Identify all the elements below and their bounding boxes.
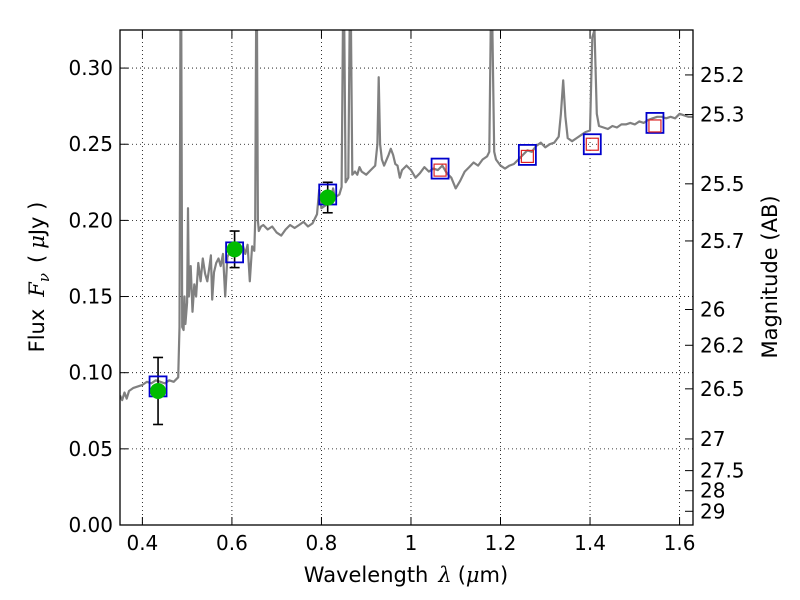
magnitude-tick-label: 26.2 [700,333,745,357]
y-tick-label: 0.25 [68,132,113,156]
y-tick-label: 0.30 [68,56,113,80]
x-tick-label: 1.4 [574,531,606,555]
magnitude-tick-label: 29 [700,499,725,523]
tick-labels: 0.4 0.6 0.8 1 1.2 1.4 1.6 0.00 0.05 0.10 0.15 0.20 0… [68,56,744,555]
observed-flux-point [150,382,167,399]
magnitude-tick-label: 27.5 [700,459,745,483]
model-photometry-square [517,143,537,166]
upper-limit-square [433,163,447,177]
model-photometry-square [582,133,602,156]
model-photometry-square [645,112,665,134]
magnitude-tick-label: 25.5 [700,172,745,196]
grid-lines [120,30,693,526]
observed-flux-point [319,189,336,206]
y-axis-title: FluxFν(μJy ) [25,202,53,353]
upper-limit-square [585,137,599,151]
plot-frame [119,29,694,526]
magnitude-tick-label: 28 [700,479,725,503]
x-tick-label: 0.4 [126,531,158,555]
model-photometry-square [430,157,450,180]
x-tick-label: 0.8 [306,531,338,555]
x-tick-label: 1 [405,531,418,555]
y-tick-label: 0.00 [68,513,113,537]
x-tick-label: 1.2 [485,531,517,555]
upper-limit-square [648,119,662,133]
y-tick-label: 0.05 [68,437,113,461]
magnitude-tick-label: 26 [700,297,725,321]
magnitude-tick-label: 25.2 [700,63,745,87]
magnitude-tick-label: 25.3 [700,103,745,127]
magnitude-tick-label: 26.5 [700,377,745,401]
sed-line [120,30,693,402]
x-tick-label: 1.6 [664,531,696,555]
y-tick-label: 0.15 [68,285,113,309]
y-tick-label: 0.10 [68,361,113,385]
x-tick-label: 0.6 [216,531,248,555]
x-axis-title: Wavelength λ (μm) [304,563,508,587]
magnitude-tick-label: 25.7 [700,229,745,253]
upper-limit-square [520,149,534,164]
photometry-markers [148,112,665,426]
model-sed-series [120,30,693,402]
observed-flux-point [226,241,243,258]
magnitude-tick-label: 27 [700,427,725,451]
y2-axis-title: Magnitude (AB) [758,195,782,358]
axis-ticks [120,30,693,526]
y-tick-label: 0.20 [68,208,113,232]
